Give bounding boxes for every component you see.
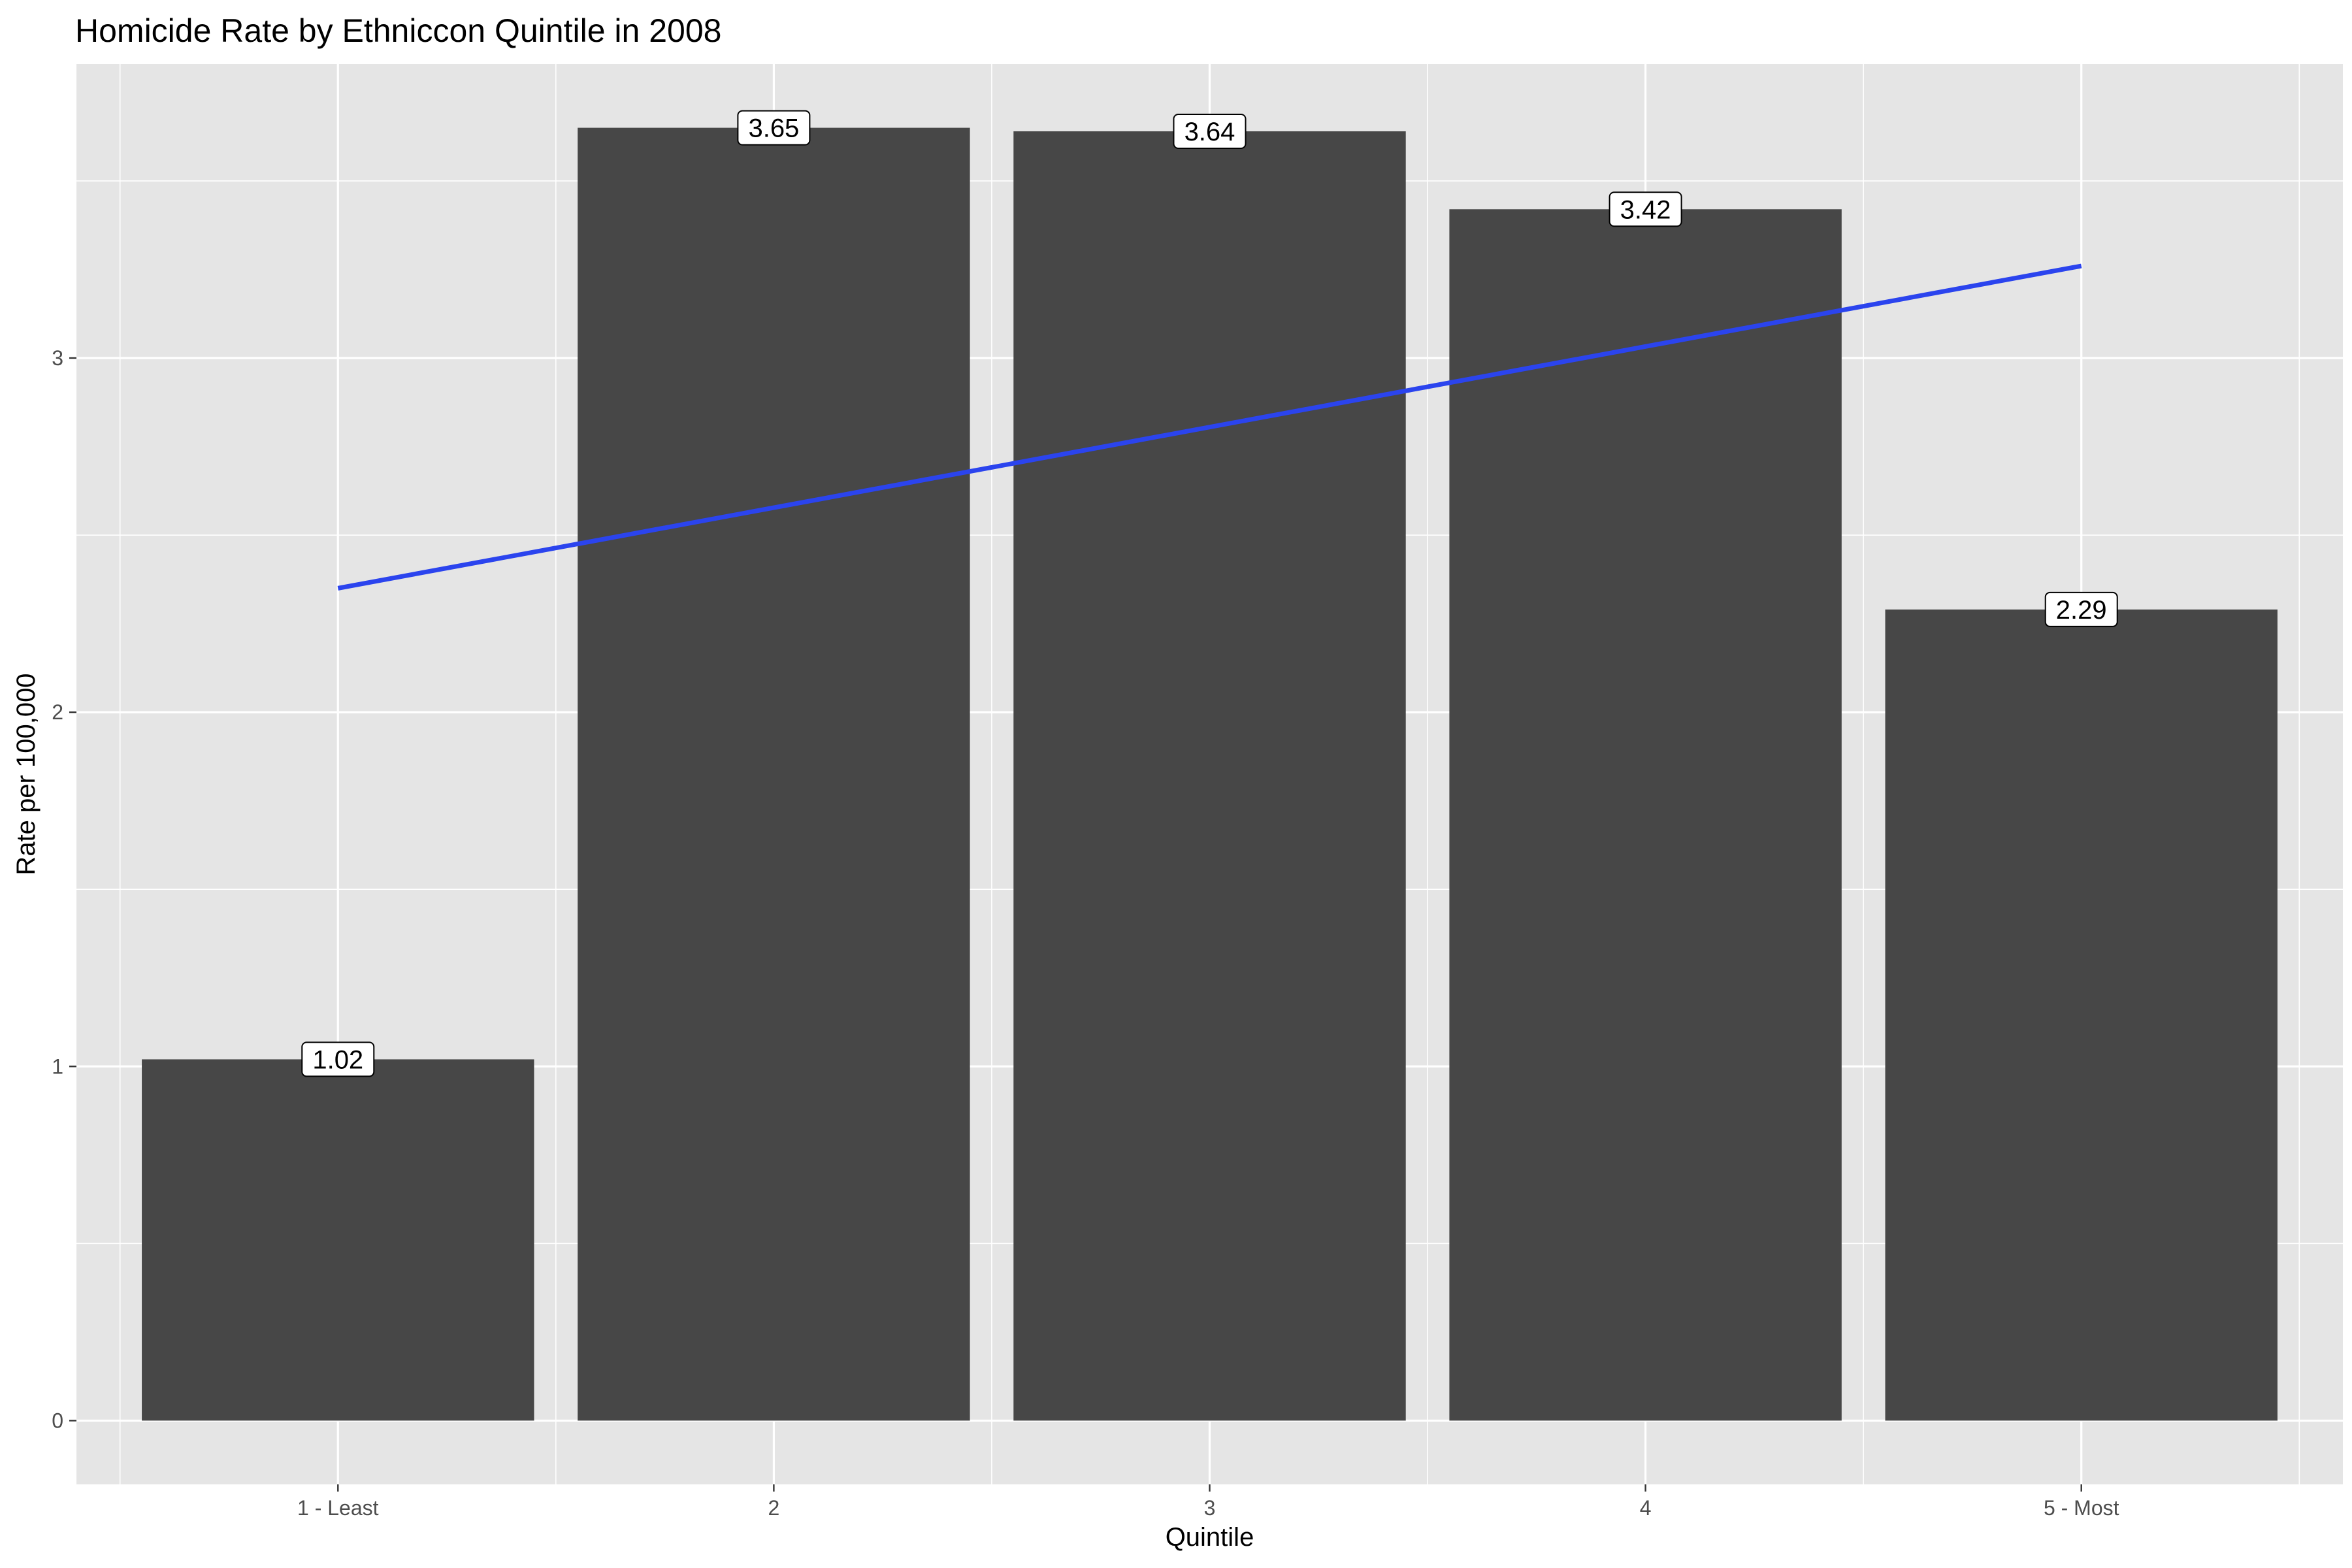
bar-4 [1449,209,1842,1421]
data-label-text: 2.29 [2056,596,2107,625]
y-axis-title: Rate per 100,000 [12,673,41,875]
trend-line [337,263,2082,591]
trend-line-group [337,263,2082,591]
bar-3 [1013,131,1406,1421]
data-label-5: 2.29 [2044,591,2118,627]
x-axis: 1 - Least 2 3 4 5 - Most [297,1484,2119,1520]
data-label-box [301,1041,375,1077]
data-labels: 1.02 3.65 3.64 3.42 2.29 [301,110,2118,1077]
data-label-text: 1.02 [312,1045,363,1074]
x-axis-title: Quintile [1166,1523,1254,1552]
x-tick-label: 3 [1204,1496,1216,1520]
y-tick-label: 1 [52,1054,63,1078]
data-label-text: 3.65 [748,114,799,143]
data-label-box [2044,591,2118,627]
data-label-box [737,110,811,146]
data-label-box [1173,114,1247,150]
x-tick-label: 2 [768,1496,779,1520]
x-tick-label: 5 - Most [2044,1496,2119,1520]
y-tick-label: 3 [52,346,63,370]
bar-5 [1885,609,2278,1421]
bars [142,127,2278,1421]
y-tick-label: 2 [52,700,63,724]
data-label-text: 3.42 [1620,195,1671,224]
x-tick-label: 1 - Least [297,1496,379,1520]
bar-2 [578,127,970,1421]
data-label-4: 3.42 [1609,191,1682,227]
data-label-text: 3.64 [1184,118,1235,146]
data-label-box [1609,191,1682,227]
bar-1 [142,1059,534,1421]
y-axis: 0 1 2 3 [52,346,76,1432]
y-tick-label: 0 [52,1409,63,1432]
data-label-3: 3.64 [1173,114,1247,150]
x-tick-label: 4 [1640,1496,1652,1520]
chart-title: Homicide Rate by Ethniccon Quintile in 2… [75,12,721,49]
data-label-2: 3.65 [737,110,811,146]
data-label-1: 1.02 [301,1041,375,1077]
